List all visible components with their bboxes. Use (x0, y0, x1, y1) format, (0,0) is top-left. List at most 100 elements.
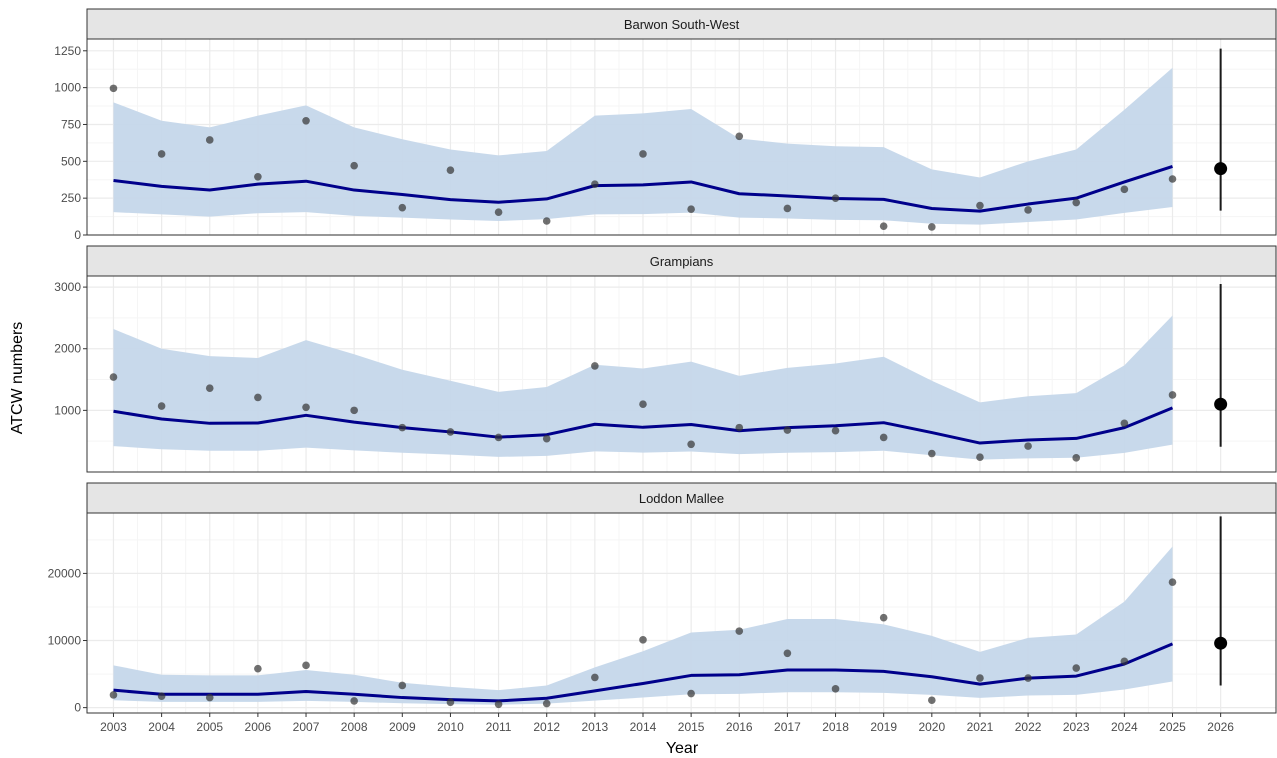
observed-point (446, 698, 455, 707)
y-tick-label: 1000 (54, 81, 81, 95)
y-tick-label: 0 (74, 228, 81, 242)
observed-point (735, 423, 744, 432)
observed-point (591, 673, 599, 682)
x-tick-label: 2022 (1015, 720, 1042, 734)
x-tick-label: 2015 (678, 720, 705, 734)
y-tick-label: 500 (61, 154, 81, 168)
panel-border (86, 512, 1277, 714)
panel-title: Grampians (650, 254, 714, 269)
panel-title: Barwon South-West (624, 17, 740, 32)
x-axis-title: Year (666, 740, 699, 757)
observed-point (928, 696, 936, 705)
panel-border (86, 38, 1277, 236)
x-tick-label: 2010 (437, 720, 464, 734)
observed-point (542, 434, 551, 443)
observed-point (783, 649, 792, 658)
observed-point (831, 685, 840, 693)
observed-point (398, 681, 407, 690)
observed-point (205, 693, 214, 702)
forecast-point (1214, 397, 1228, 411)
observed-point (831, 194, 840, 202)
x-tick-label: 2019 (870, 720, 897, 734)
y-tick-label: 750 (61, 117, 81, 131)
observed-point (1120, 419, 1129, 428)
x-tick-label: 2014 (630, 720, 657, 734)
y-axis-title: ATCW numbers (9, 322, 26, 435)
observed-point (879, 222, 888, 230)
observed-point (687, 440, 695, 449)
observed-point (494, 700, 503, 709)
observed-point (254, 393, 262, 402)
x-tick-label: 2016 (726, 720, 753, 734)
y-tick-label: 10000 (48, 634, 82, 648)
panel-strip (86, 482, 1277, 514)
observed-point (831, 426, 840, 435)
observed-point (446, 428, 455, 436)
observed-point (879, 613, 888, 622)
observed-point (350, 406, 358, 415)
observed-point (157, 150, 166, 158)
observed-point (542, 217, 551, 225)
observed-point (735, 627, 744, 635)
x-tick-label: 2025 (1159, 720, 1186, 734)
y-tick-label: 2000 (54, 342, 81, 356)
observed-point (398, 423, 407, 432)
confidence-ribbon (113, 67, 1173, 225)
observed-point (687, 689, 695, 698)
y-tick-label: 250 (61, 191, 81, 205)
y-tick-label: 1250 (54, 44, 81, 58)
observed-point (879, 433, 888, 442)
y-tick-label: 20000 (48, 566, 82, 580)
x-tick-label: 2020 (918, 720, 945, 734)
observed-point (1072, 664, 1081, 672)
panel-2: Grampians 1000 2000 3000 (54, 245, 1277, 473)
y-tick-label: 3000 (54, 280, 81, 294)
observed-point (783, 204, 792, 213)
observed-point (928, 223, 936, 231)
observed-point (494, 433, 503, 442)
panel-title: Loddon Mallee (639, 491, 724, 506)
observed-point (783, 426, 792, 434)
x-tick-label: 2009 (389, 720, 416, 734)
observed-point (109, 691, 118, 699)
observed-point (1072, 454, 1081, 462)
x-tick-label: 2004 (148, 720, 175, 734)
observed-point (591, 180, 599, 188)
x-tick-label: 2017 (774, 720, 801, 734)
observed-point (1168, 391, 1177, 399)
x-tick-label: 2024 (1111, 720, 1138, 734)
observed-point (398, 203, 407, 212)
observed-point (350, 161, 358, 170)
observed-point (976, 201, 984, 210)
observed-point (687, 205, 695, 214)
observed-point (109, 373, 118, 381)
observed-point (109, 84, 118, 93)
x-tick-label: 2003 (100, 720, 127, 734)
panel-border (86, 275, 1277, 473)
panel-3: Loddon Mallee 0 10000 20000 (48, 482, 1277, 715)
x-tick-label: 2021 (967, 720, 994, 734)
observed-point (1120, 185, 1129, 194)
observed-point (302, 403, 310, 412)
observed-point (302, 116, 310, 125)
observed-point (639, 150, 647, 158)
x-tick-label: 2013 (582, 720, 609, 734)
observed-point (157, 402, 166, 410)
observed-point (639, 400, 647, 409)
observed-point (735, 132, 744, 141)
observed-point (1120, 657, 1129, 666)
panel-strip (86, 8, 1277, 40)
observed-point (1072, 198, 1081, 207)
x-tick-label: 2006 (245, 720, 272, 734)
x-tick-label: 2011 (486, 720, 512, 734)
fitted-line (113, 165, 1173, 213)
panels-layer: Barwon South-West 0 250 500 750 1000 1250 Gramp… (48, 8, 1277, 715)
observed-point (494, 208, 503, 216)
x-tick-label: 2007 (293, 720, 320, 734)
x-axis: 2003 2004 2005 2006 2007 2008 2009 2010 2011 2012… (100, 713, 1234, 734)
observed-point (1168, 578, 1177, 586)
observed-point (1024, 442, 1032, 450)
observed-point (205, 136, 214, 144)
observed-point (1024, 674, 1032, 682)
